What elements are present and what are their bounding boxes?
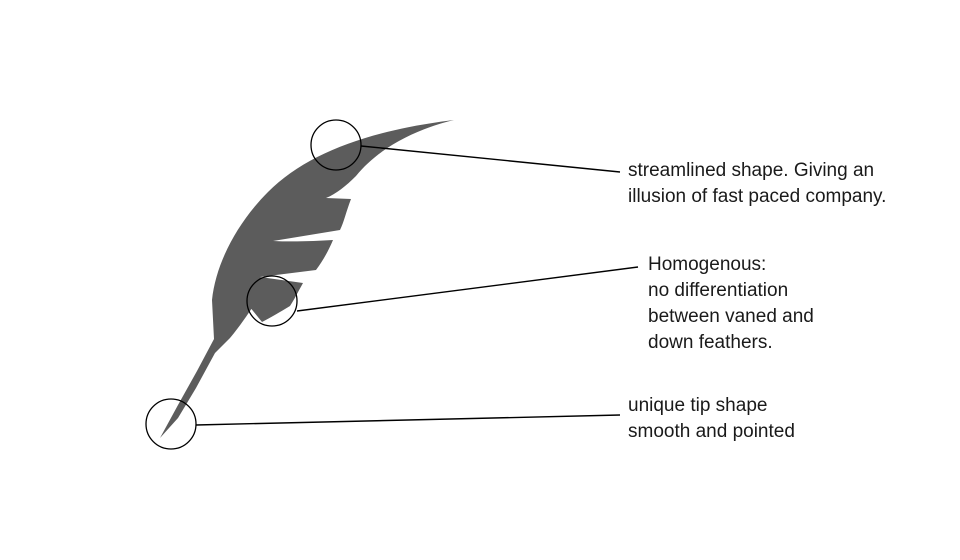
leader-line-middle xyxy=(296,266,639,312)
annotation-line: Homogenous: xyxy=(648,254,767,275)
callout-circle-middle xyxy=(246,275,298,327)
annotation-line: between vaned and xyxy=(648,306,814,327)
callout-circle-top xyxy=(310,119,362,171)
leader-line-tip xyxy=(195,414,621,426)
annotation-line: streamlined shape. Giving an xyxy=(628,160,875,181)
annotation-line: down feathers. xyxy=(648,332,773,353)
feather-logo xyxy=(160,120,454,438)
annotation-homogenous: Homogenous: no differentiation between v… xyxy=(648,252,814,356)
callout-circle-tip xyxy=(145,398,197,450)
annotation-line: illusion of fast paced company. xyxy=(628,186,887,207)
annotation-streamlined-shape: streamlined shape. Giving an illusion of… xyxy=(628,158,886,210)
annotation-line: no differentiation xyxy=(648,280,789,301)
leader-line-top xyxy=(360,145,621,173)
annotation-line: smooth and pointed xyxy=(628,421,795,442)
annotation-line: unique tip shape xyxy=(628,395,768,416)
annotation-tip-shape: unique tip shape smooth and pointed xyxy=(628,393,795,445)
